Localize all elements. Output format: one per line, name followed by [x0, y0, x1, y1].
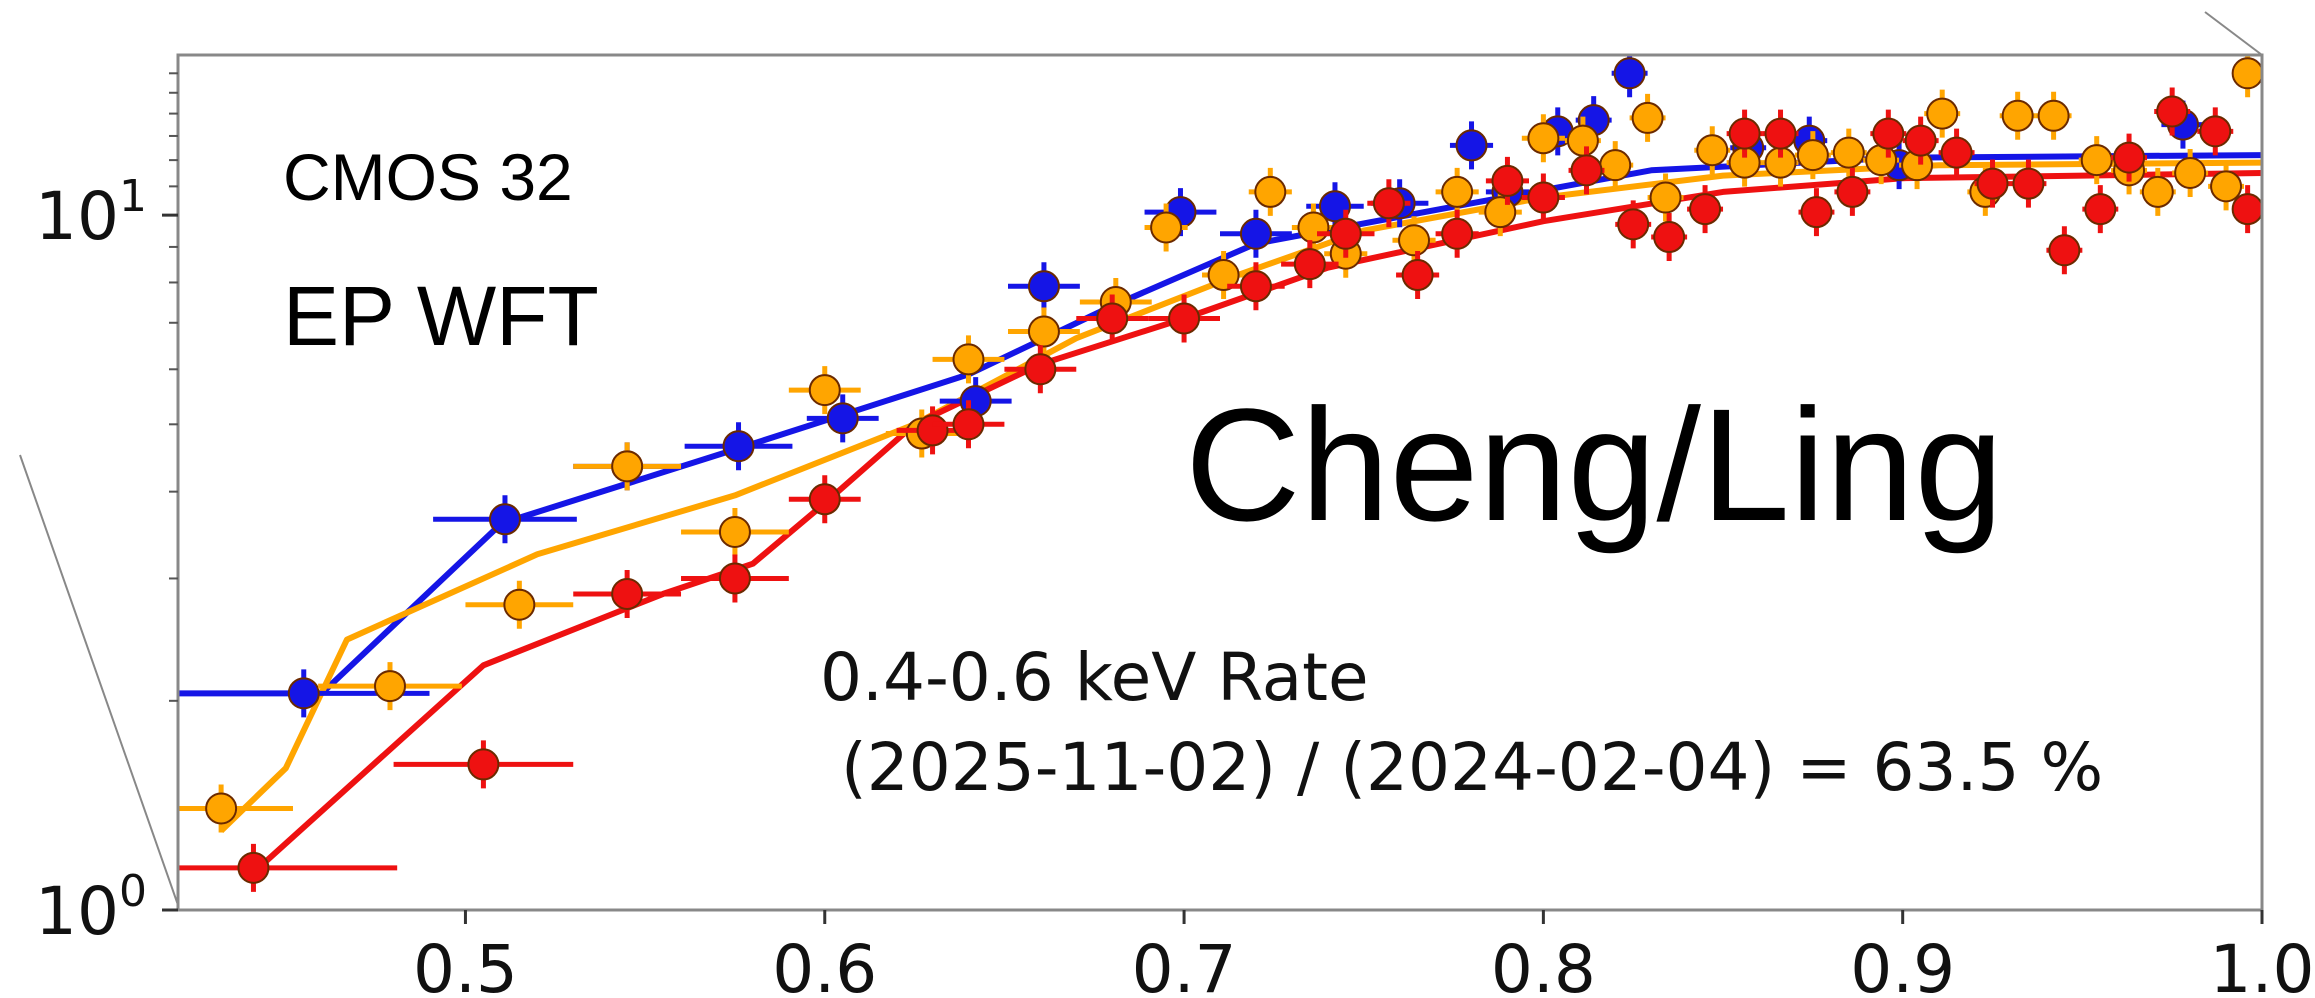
data-point-2-31	[2048, 234, 2081, 267]
data-point-0-8	[1239, 217, 1272, 250]
zoom-guide-left	[19, 454, 179, 906]
data-point-1-38	[2210, 170, 2243, 203]
model-line-1	[219, 159, 2262, 833]
y-tick-label-0: 100	[35, 866, 147, 950]
data-point-2-27	[1904, 124, 1937, 157]
data-point-0-11	[1455, 129, 1488, 162]
data-point-2-23	[1764, 117, 1797, 150]
x-tick-label-3: 0.8	[1491, 931, 1596, 998]
data-point-1-21	[1631, 101, 1664, 134]
data-point-1-7	[952, 343, 985, 376]
data-point-2-36	[2231, 193, 2262, 226]
data-point-0-6	[1027, 270, 1060, 303]
data-point-2-1	[467, 748, 500, 781]
data-point-2-30	[2012, 167, 2045, 200]
data-point-2-21	[1689, 193, 1722, 226]
data-point-2-11	[1293, 248, 1326, 281]
axes-frame	[176, 53, 2264, 912]
zoom-guide-top-right	[2204, 11, 2263, 56]
data-point-2-35	[2199, 115, 2232, 148]
data-point-1-11	[1207, 259, 1240, 292]
data-point-1-15	[1398, 224, 1431, 257]
data-point-1-23	[1696, 134, 1729, 167]
data-point-2-18	[1570, 154, 1603, 187]
data-point-0-4	[826, 402, 859, 435]
data-point-1-28	[1865, 144, 1898, 177]
detector-label: CMOS 32	[283, 140, 573, 214]
series-layer	[178, 55, 2262, 892]
data-point-2-32	[2084, 193, 2117, 226]
data-point-1-34	[2080, 144, 2113, 177]
data-point-1-8	[1027, 315, 1060, 348]
data-point-2-13	[1372, 187, 1405, 220]
data-point-2-14	[1401, 259, 1434, 292]
data-point-2-8	[1096, 302, 1129, 335]
data-point-1-17	[1484, 196, 1517, 229]
data-point-2-26	[1872, 117, 1905, 150]
data-point-1-20	[1599, 149, 1632, 182]
data-point-0-15	[1613, 57, 1646, 90]
data-point-2-17	[1527, 181, 1560, 214]
x-tick-label-0: 0.5	[413, 931, 518, 998]
data-point-2-25	[1836, 175, 1869, 208]
data-point-1-0	[205, 792, 238, 825]
data-point-1-5	[808, 374, 841, 407]
data-point-0-0	[287, 677, 320, 710]
data-point-1-27	[1832, 136, 1865, 169]
data-point-1-1	[373, 670, 406, 703]
y-tick-label-1: 101	[35, 171, 147, 255]
data-point-1-2	[503, 588, 536, 621]
data-point-1-18	[1527, 122, 1560, 155]
instrument-label: EP WFT	[283, 269, 599, 363]
data-point-2-3	[718, 562, 751, 595]
axis-ticks: 0.5 0.6 0.7 0.8 0.9 1.0 100 101	[35, 72, 2315, 998]
data-point-2-9	[1168, 302, 1201, 335]
data-point-1-16	[1441, 175, 1474, 208]
data-point-1-22	[1649, 181, 1682, 214]
data-point-2-29	[1976, 167, 2009, 200]
data-point-1-12	[1254, 175, 1287, 208]
data-point-1-3	[611, 450, 644, 483]
data-point-2-24	[1800, 196, 1833, 229]
data-point-2-15	[1441, 217, 1474, 250]
data-point-1-33	[2037, 99, 2070, 132]
data-point-2-12	[1329, 217, 1362, 250]
data-point-2-2	[611, 577, 644, 610]
data-point-2-22	[1728, 117, 1761, 150]
data-point-1-39	[2231, 57, 2262, 90]
data-point-2-0	[237, 851, 270, 884]
data-point-0-1	[488, 503, 521, 536]
x-tick-label-5: 1.0	[2210, 931, 2315, 998]
data-point-2-19	[1617, 208, 1650, 241]
data-point-2-34	[2156, 95, 2189, 128]
data-point-1-19	[1566, 124, 1599, 157]
data-point-2-16	[1491, 164, 1524, 197]
data-point-2-28	[1940, 136, 1973, 169]
plot-area	[178, 55, 2262, 892]
rate-label-line1: 0.4-0.6 keV Rate	[820, 639, 1369, 716]
data-point-1-32	[2001, 99, 2034, 132]
rate-label-line2: (2025-11-02) / (2024-02-04) = 63.5 %	[820, 729, 2103, 806]
data-point-1-4	[718, 515, 751, 548]
data-point-2-5	[916, 414, 949, 447]
x-tick-label-4: 0.9	[1850, 931, 1955, 998]
data-point-0-3	[722, 430, 755, 463]
data-point-0-9	[1318, 190, 1351, 223]
data-point-1-26	[1796, 139, 1829, 172]
data-point-2-33	[2113, 141, 2146, 174]
data-point-1-13	[1297, 211, 1330, 244]
data-point-2-6	[952, 408, 985, 441]
data-point-1-10	[1150, 211, 1183, 244]
data-point-2-20	[1653, 221, 1686, 254]
credit-label: Cheng/Ling	[1185, 375, 2003, 554]
data-point-2-7	[1024, 353, 1057, 386]
data-point-1-37	[2174, 156, 2207, 189]
data-point-2-10	[1239, 270, 1272, 303]
x-tick-label-2: 0.7	[1132, 931, 1237, 998]
data-point-2-4	[808, 483, 841, 516]
x-tick-label-1: 0.6	[772, 931, 877, 998]
data-point-1-36	[2141, 175, 2174, 208]
data-point-1-30	[1926, 97, 1959, 130]
